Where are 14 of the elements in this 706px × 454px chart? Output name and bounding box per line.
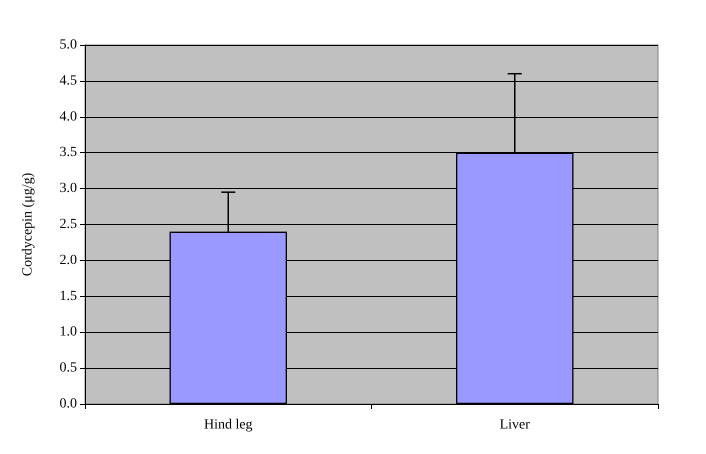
y-tick-label: 0.0 [60, 396, 77, 412]
y-tick-label: 1.5 [60, 288, 77, 304]
x-tick-label: Hind leg [204, 418, 253, 432]
x-tick-label: Liver [500, 418, 530, 432]
y-tick-label: 1.0 [60, 324, 77, 340]
y-tick-label: 0.5 [60, 360, 77, 376]
y-tick-label: 2.5 [60, 217, 77, 232]
y-tick-label: 3.5 [60, 145, 77, 160]
y-tick-label: 3.0 [60, 181, 77, 196]
y-axis-title: Cordycepin (μg/g) [20, 172, 36, 276]
y-tick-label: 2.0 [60, 252, 77, 268]
y-tick-label: 4.5 [60, 73, 77, 88]
y-tick-label: 5.0 [60, 38, 77, 52]
y-tick-label: 4.0 [60, 109, 77, 124]
